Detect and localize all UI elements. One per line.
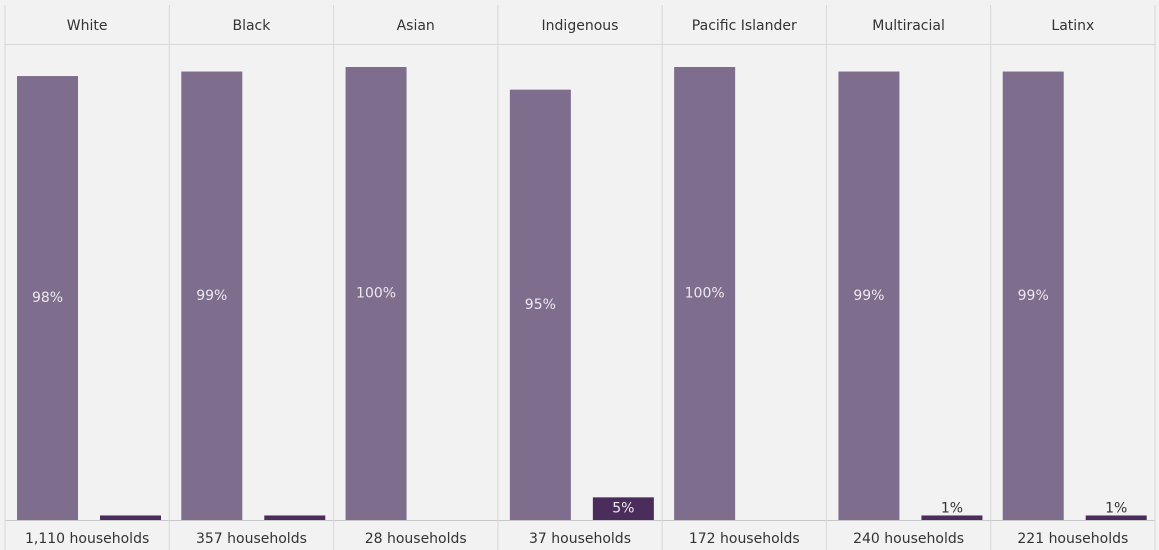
panel-header: Latinx bbox=[1051, 18, 1094, 34]
data-label: 100% bbox=[685, 286, 725, 302]
panel-header: Asian bbox=[397, 18, 435, 34]
panel-header: Black bbox=[232, 18, 271, 34]
panel-header: Pacific Islander bbox=[692, 18, 797, 34]
bar bbox=[509, 89, 571, 521]
panel-footer: 357 households bbox=[196, 531, 307, 547]
data-label: 5% bbox=[612, 501, 634, 517]
bar bbox=[1085, 515, 1147, 520]
bar bbox=[181, 71, 243, 520]
bar bbox=[100, 515, 161, 520]
panel-header: White bbox=[67, 18, 108, 34]
data-label: 1% bbox=[941, 500, 963, 516]
panel-footer: 240 households bbox=[853, 531, 964, 547]
panel-footer: 172 households bbox=[689, 531, 800, 547]
bar bbox=[921, 515, 983, 520]
data-label: 99% bbox=[853, 288, 884, 304]
bar bbox=[1002, 71, 1064, 520]
bar bbox=[264, 515, 326, 520]
bar bbox=[345, 67, 407, 520]
panel-header: Indigenous bbox=[542, 18, 619, 34]
panel-footer: 28 households bbox=[365, 531, 467, 547]
bar bbox=[674, 67, 736, 520]
data-label: 98% bbox=[32, 290, 63, 306]
data-label: 1% bbox=[1105, 500, 1127, 516]
data-label: 100% bbox=[356, 286, 396, 302]
panel-footer: 221 households bbox=[1017, 531, 1128, 547]
bar bbox=[17, 76, 78, 520]
data-label: 99% bbox=[196, 288, 227, 304]
data-label: 95% bbox=[525, 297, 556, 313]
panel-header: Multiracial bbox=[872, 18, 945, 34]
data-label: 99% bbox=[1018, 288, 1049, 304]
panel-footer: 1,110 households bbox=[25, 531, 149, 547]
panel-footer: 37 households bbox=[529, 531, 631, 547]
bar bbox=[592, 497, 654, 520]
bar bbox=[838, 71, 900, 520]
